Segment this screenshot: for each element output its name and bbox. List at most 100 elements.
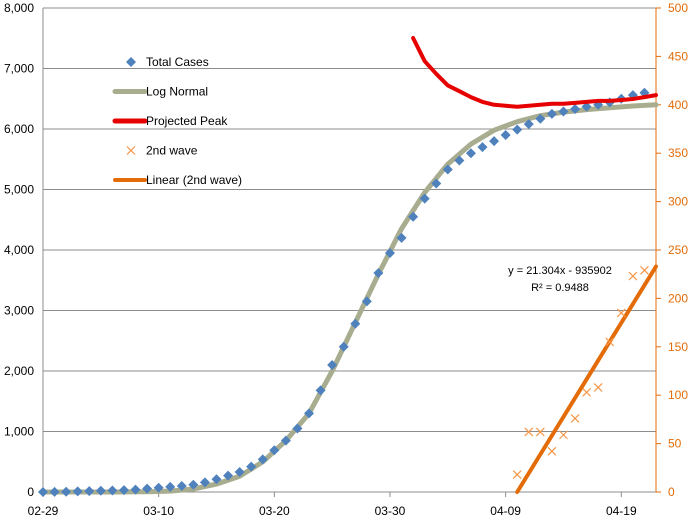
total-cases-point: [315, 385, 326, 396]
total-cases-point: [570, 104, 581, 115]
total-cases-point: [257, 454, 268, 465]
legend: Total Cases Log Normal Projected Peak 2nd w…: [112, 55, 242, 187]
total-cases-point: [350, 318, 361, 329]
y-left-tick-label: 5,000: [4, 183, 34, 197]
2nd-wave-point-stroke-b: [640, 265, 649, 275]
2nd-wave-point: [616, 308, 626, 318]
2nd-wave-point: [547, 446, 557, 456]
legend-label: Projected Peak: [146, 114, 228, 128]
y-right-tick-label: 100: [668, 388, 688, 402]
legend-item: Total Cases: [126, 55, 209, 69]
2nd-wave-point: [524, 427, 534, 437]
total-cases-point: [234, 467, 245, 478]
total-cases-point: [72, 486, 83, 497]
2nd-wave-point-stroke-b: [559, 430, 568, 440]
total-cases-point: [477, 142, 488, 153]
total-cases-point: [384, 248, 395, 259]
total-cases-point: [512, 124, 523, 135]
total-cases-point: [280, 435, 291, 446]
legend-item: Projected Peak: [112, 114, 228, 128]
total-cases-point: [419, 193, 430, 204]
2nd-wave-point-stroke-b: [582, 387, 592, 397]
2nd-wave-point: [605, 337, 615, 347]
linear-2nd-wave-trendline: [515, 264, 658, 494]
y-left-tick-label: 3,000: [4, 304, 34, 318]
2nd-wave-point: [559, 430, 568, 440]
legend-label: Total Cases: [146, 55, 209, 69]
total-cases-point: [223, 470, 234, 481]
2nd-wave-point-stroke-b: [512, 470, 522, 480]
x-tick-label: 04-19: [606, 504, 637, 518]
y-right-tick-label: 350: [668, 146, 688, 160]
2nd-wave-point-stroke-b: [605, 337, 615, 347]
2nd-wave-point: [593, 383, 603, 392]
legend-item: 2nd wave: [126, 144, 198, 158]
2nd-wave-point: [570, 414, 580, 423]
y-right-tick-label: 400: [668, 98, 688, 112]
2nd-wave-point-stroke-b: [570, 414, 580, 423]
y-right-tick-label: 150: [668, 340, 688, 354]
total-cases-point: [246, 461, 257, 472]
2nd-wave-point-stroke-b: [547, 446, 557, 456]
total-cases-point: [199, 477, 210, 488]
total-cases-point: [431, 178, 442, 189]
legend-label: Log Normal: [146, 85, 208, 99]
total-cases-point: [165, 481, 176, 492]
axes-layer: 0 1,000 2,000 3,000 4,000 5,000 6,000 7,000 8,00…: [4, 1, 688, 518]
y-right-tick-label: 450: [668, 49, 688, 63]
total-cases-point: [61, 486, 72, 497]
2nd-wave-point: [535, 427, 545, 437]
total-cases-point: [130, 484, 141, 495]
total-cases-point: [465, 148, 476, 159]
total-cases-point: [142, 483, 153, 494]
2nd-wave-point: [628, 271, 638, 281]
total-cases-point: [523, 119, 534, 130]
y-left-tick-label: 0: [27, 485, 34, 499]
trendline-r-squared-text: R² = 0.9488: [531, 282, 589, 294]
total-cases-point: [361, 296, 372, 307]
total-cases-point: [49, 486, 60, 497]
y-right-tick-label: 200: [668, 291, 688, 305]
grid-layer: [43, 7, 656, 432]
total-cases-point: [500, 130, 511, 141]
legend-swatch-diamond: [126, 57, 136, 67]
total-cases-point: [95, 485, 106, 496]
y-right-tick-label: 0: [668, 485, 675, 499]
x-tick-label: 03-20: [259, 504, 290, 518]
total-cases-point: [292, 423, 303, 434]
x-tick-label: 04-09: [490, 504, 521, 518]
2nd-wave-point-stroke-b: [524, 427, 534, 437]
y-left-tick-label: 2,000: [4, 364, 34, 378]
y-right-tick-label: 250: [668, 243, 688, 257]
2nd-wave-point: [640, 265, 649, 275]
2nd-wave-point: [512, 470, 522, 480]
total-cases-point: [396, 232, 407, 243]
total-cases-point: [211, 474, 222, 485]
legend-label: Linear (2nd wave): [146, 173, 242, 187]
x-tick-label: 03-10: [143, 504, 174, 518]
total-cases-point: [176, 480, 187, 491]
total-cases-point: [304, 408, 315, 419]
x-tick-label: 03-30: [375, 504, 406, 518]
total-cases-point: [153, 482, 164, 493]
total-cases-point: [338, 341, 349, 352]
total-cases-point: [442, 164, 453, 175]
projected-peak-line: [411, 36, 658, 109]
total-cases-point: [269, 445, 280, 456]
2nd-wave-point-stroke-b: [593, 383, 603, 392]
y-right-tick-label: 300: [668, 195, 688, 209]
total-cases-point: [84, 486, 95, 497]
total-cases-point: [454, 155, 465, 166]
2nd-wave-point: [582, 387, 592, 397]
y-left-tick-label: 6,000: [4, 122, 34, 136]
total-cases-point: [373, 267, 384, 278]
total-cases-point: [408, 211, 419, 222]
y-right-tick-label: 500: [668, 1, 688, 15]
trendline-equation-text: y = 21.304x - 935902: [508, 265, 612, 277]
total-cases-point: [535, 113, 546, 124]
x-tick-label: 02-29: [28, 504, 59, 518]
2nd-wave-point-stroke-b: [616, 308, 626, 318]
series-layer: [38, 36, 659, 497]
